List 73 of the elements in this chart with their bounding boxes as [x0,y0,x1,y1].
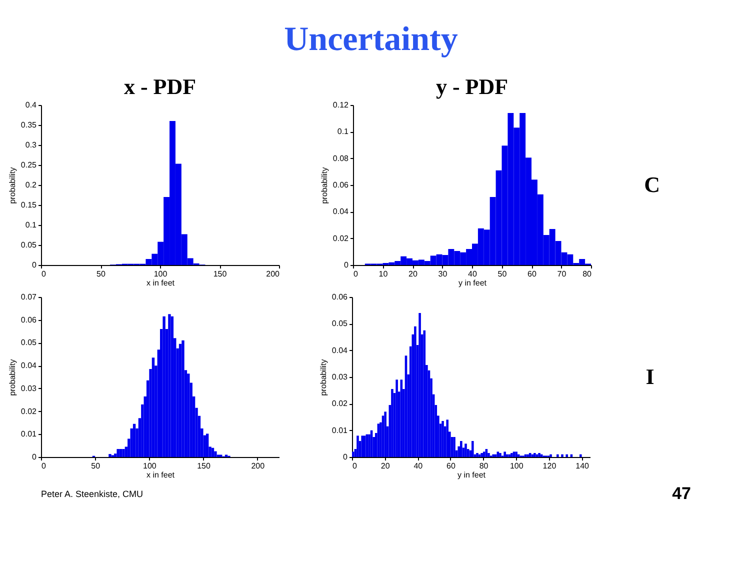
y-axis-title: probability [320,167,329,204]
x-axis-title: x in feet [146,278,176,288]
x-tick-label: 80 [479,462,489,470]
x-tick-label: 140 [576,462,590,470]
y-tick-label: 0.04 [20,361,38,370]
text: Uncertainty [284,21,458,58]
y-tick-label: 0.06 [332,292,348,302]
x-tick-label: 80 [582,270,592,278]
y-axis-title: probability [318,359,328,396]
x-tick-label: 120 [542,462,557,470]
y-tick-label: 0.02 [20,406,38,416]
x-tick-label: 150 [197,462,211,470]
x-axis-title: x in feet [146,470,176,480]
x-tick-label: 0 [352,462,358,470]
x-tick-label: 30 [438,270,448,278]
y-tick-label: 0.05 [332,319,348,328]
x-tick-label: 70 [557,270,567,278]
y-tick-label: 0.25 [20,160,38,170]
y-tick-label: 0.35 [20,120,38,130]
x-tick-label: 40 [414,462,424,470]
x-tick-label: 200 [266,270,280,278]
y-tick-label: 0.3 [25,140,38,150]
y-tick-label: 0.01 [332,426,348,435]
x-tick-label: 150 [213,270,228,278]
x-tick-label: 10 [378,270,388,278]
y-tick-label: 0.04 [332,346,348,355]
y-tick-label: 0 [32,260,38,270]
y-axis-title: probability [8,167,17,204]
y-tick-label: 0.05 [20,240,38,250]
y-tick-label: 0 [343,452,348,462]
text: Peter A. Steenkiste, CMU [41,489,144,499]
y-tick-label: 0.06 [332,180,350,190]
y-tick-label: 0 [32,452,38,462]
chart-title: y - PDF [436,74,508,99]
y-tick-label: 0.06 [20,315,38,324]
x-tick-label: 40 [468,270,478,278]
y-tick-label: 0.08 [332,154,350,163]
y-tick-label: 0.12 [332,100,350,110]
text: I [646,364,654,389]
x-tick-label: 100 [510,462,524,470]
y-tick-label: 0.05 [20,338,38,348]
x-tick-label: 50 [498,270,508,278]
text: 47 [672,484,691,503]
y-tick-label: 0 [344,260,350,270]
y-tick-label: 0.2 [25,180,38,190]
y-tick-label: 0.04 [332,207,350,216]
x-tick-label: 0 [42,270,46,278]
x-tick-label: 200 [251,462,266,470]
x-tick-label: 0 [354,270,358,278]
y-tick-label: 0.1 [25,220,38,230]
x-tick-label: 20 [408,270,418,278]
x-tick-label: 50 [96,270,106,278]
y-tick-label: 0.07 [20,292,38,302]
y-tick-label: 0.15 [20,200,38,210]
x-tick-label: 50 [91,462,101,470]
x-axis-title: y in feet [458,278,488,288]
x-tick-label: 60 [446,462,456,470]
y-tick-label: 0.03 [332,372,348,382]
x-tick-label: 100 [143,462,157,470]
y-tick-label: 0.02 [332,234,350,243]
y-tick-label: 0.02 [332,399,348,408]
y-tick-label: 0.03 [20,384,38,393]
y-tick-label: 0.1 [337,127,350,136]
y-tick-label: 0.01 [20,430,38,439]
y-axis-title: probability [8,359,17,396]
x-tick-label: 0 [42,462,46,470]
x-tick-label: 20 [380,462,390,470]
y-tick-label: 0.4 [25,100,38,110]
text: C [644,172,660,197]
x-tick-label: 100 [154,270,168,278]
chart-title: x - PDF [124,74,196,99]
x-tick-label: 60 [528,270,537,278]
x-axis-title: y in feet [457,470,486,480]
